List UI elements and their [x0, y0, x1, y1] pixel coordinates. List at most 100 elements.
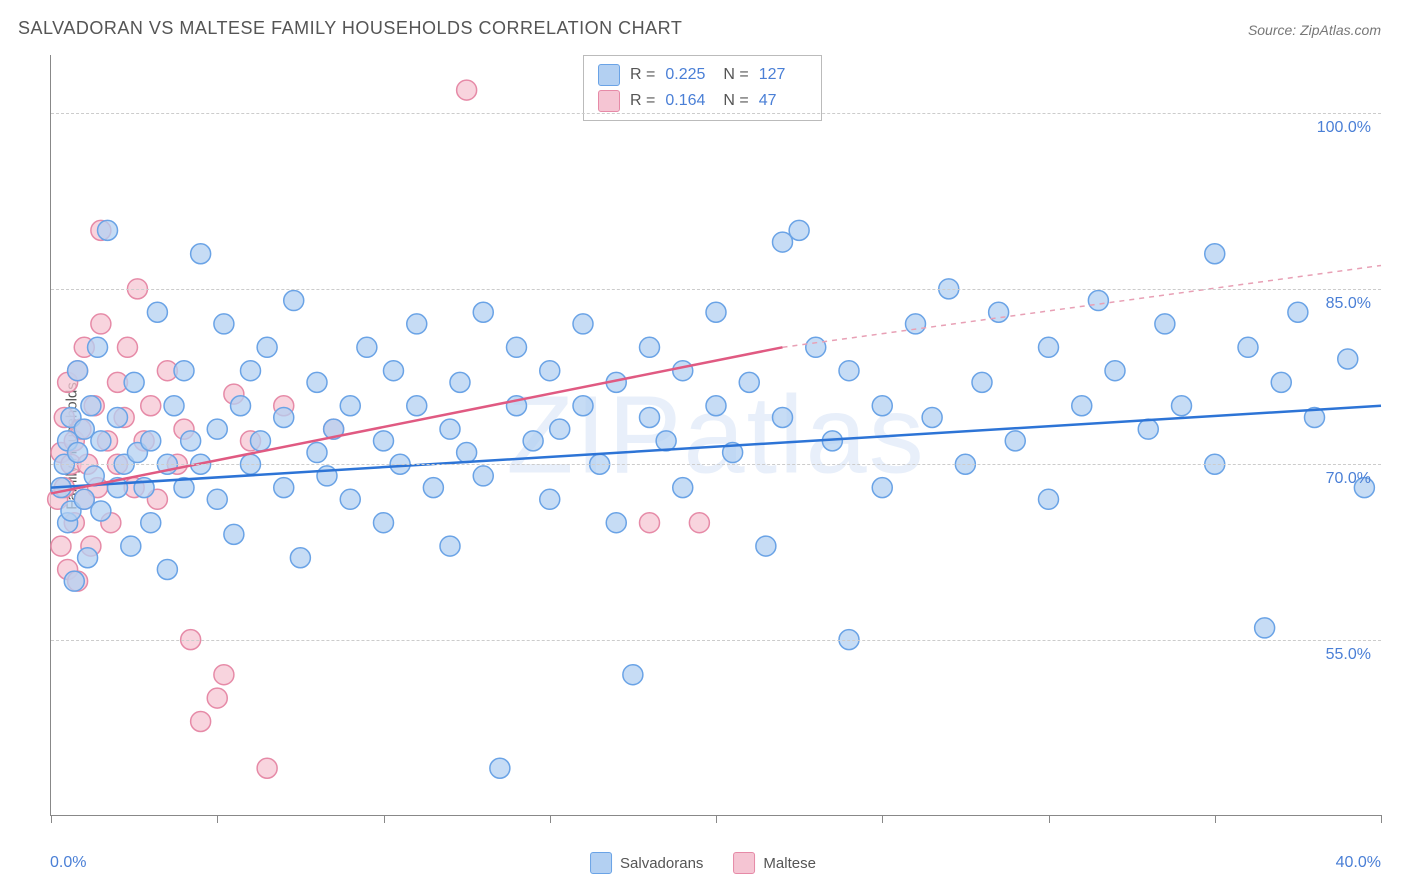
scatter-plot	[51, 55, 1381, 815]
y-tick-label: 55.0%	[1326, 646, 1371, 664]
x-tick	[716, 815, 717, 823]
data-point	[250, 431, 270, 451]
data-point	[739, 372, 759, 392]
data-point	[290, 548, 310, 568]
data-point	[257, 758, 277, 778]
data-point	[789, 220, 809, 240]
data-point	[214, 314, 234, 334]
data-point	[214, 665, 234, 685]
x-tick	[1215, 815, 1216, 823]
data-point	[141, 431, 161, 451]
data-point	[124, 372, 144, 392]
y-tick-label: 100.0%	[1317, 119, 1371, 137]
data-point	[440, 419, 460, 439]
swatch-icon	[590, 852, 612, 874]
data-point	[117, 337, 137, 357]
data-point	[656, 431, 676, 451]
gridline	[51, 113, 1381, 114]
data-point	[773, 407, 793, 427]
data-point	[473, 466, 493, 486]
gridline	[51, 464, 1381, 465]
data-point	[241, 361, 261, 381]
data-point	[550, 419, 570, 439]
chart-container: SALVADORAN VS MALTESE FAMILY HOUSEHOLDS …	[0, 0, 1406, 892]
y-tick-label: 85.0%	[1326, 295, 1371, 313]
data-point	[523, 431, 543, 451]
data-point	[1155, 314, 1175, 334]
data-point	[1039, 489, 1059, 509]
data-point	[706, 396, 726, 416]
source-name: ZipAtlas.com	[1300, 22, 1381, 38]
legend-label: Salvadorans	[620, 855, 703, 872]
data-point	[174, 361, 194, 381]
data-point	[141, 513, 161, 533]
data-point	[922, 407, 942, 427]
data-point	[972, 372, 992, 392]
source-prefix: Source:	[1248, 22, 1300, 38]
data-point	[1255, 618, 1275, 638]
data-point	[91, 501, 111, 521]
r-label: R =	[630, 66, 655, 84]
n-label: N =	[723, 66, 748, 84]
correlation-legend: R = 0.225 N = 127 R = 0.164 N = 47	[583, 55, 822, 121]
data-point	[64, 571, 84, 591]
data-point	[284, 291, 304, 311]
n-value: 47	[759, 92, 807, 110]
x-tick	[217, 815, 218, 823]
corr-row-maltese: R = 0.164 N = 47	[598, 88, 807, 114]
data-point	[906, 314, 926, 334]
data-point	[257, 337, 277, 357]
data-point	[473, 302, 493, 322]
x-tick	[384, 815, 385, 823]
data-point	[191, 711, 211, 731]
gridline	[51, 289, 1381, 290]
data-point	[108, 407, 128, 427]
data-point	[623, 665, 643, 685]
data-point	[91, 314, 111, 334]
data-point	[706, 302, 726, 322]
data-point	[68, 443, 88, 463]
data-point	[507, 337, 527, 357]
data-point	[1105, 361, 1125, 381]
gridline	[51, 640, 1381, 641]
data-point	[450, 372, 470, 392]
data-point	[307, 372, 327, 392]
legend-label: Maltese	[763, 855, 816, 872]
data-point	[88, 337, 108, 357]
data-point	[274, 478, 294, 498]
data-point	[207, 419, 227, 439]
data-point	[307, 443, 327, 463]
data-point	[756, 536, 776, 556]
data-point	[91, 431, 111, 451]
data-point	[164, 396, 184, 416]
data-point	[317, 466, 337, 486]
data-point	[141, 396, 161, 416]
data-point	[407, 314, 427, 334]
data-point	[1039, 337, 1059, 357]
data-point	[457, 80, 477, 100]
data-point	[374, 513, 394, 533]
data-point	[274, 407, 294, 427]
data-point	[640, 513, 660, 533]
legend-item-salvadorans: Salvadorans	[590, 852, 703, 874]
r-value: 0.225	[665, 66, 713, 84]
data-point	[872, 396, 892, 416]
data-point	[78, 548, 98, 568]
data-point	[98, 220, 118, 240]
data-point	[640, 337, 660, 357]
data-point	[357, 337, 377, 357]
data-point	[51, 536, 71, 556]
data-point	[673, 361, 693, 381]
data-point	[440, 536, 460, 556]
x-tick	[882, 815, 883, 823]
x-tick	[550, 815, 551, 823]
data-point	[81, 396, 101, 416]
series-legend: Salvadorans Maltese	[590, 852, 816, 874]
data-point	[207, 688, 227, 708]
data-point	[207, 489, 227, 509]
data-point	[1271, 372, 1291, 392]
data-point	[573, 314, 593, 334]
legend-item-maltese: Maltese	[733, 852, 816, 874]
swatch-icon	[598, 64, 620, 86]
r-value: 0.164	[665, 92, 713, 110]
